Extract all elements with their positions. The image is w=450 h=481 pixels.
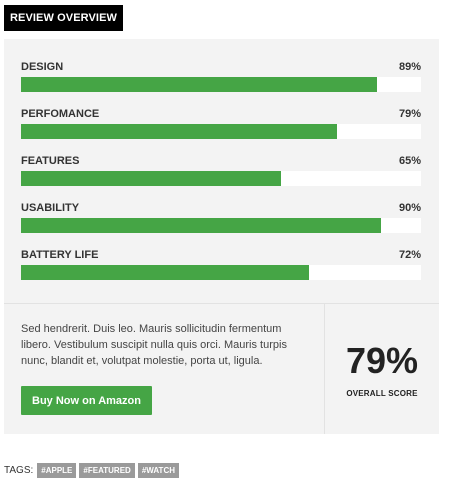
panel-divider-horizontal — [4, 303, 439, 304]
criterion-label: USABILITY — [21, 202, 80, 214]
criterion-score: 65% — [398, 155, 421, 167]
criterion-performance: PERFOMANCE 79% — [21, 106, 421, 153]
review-overview-title: REVIEW OVERVIEW — [9, 12, 118, 24]
review-overview-header: REVIEW OVERVIEW — [4, 5, 123, 31]
criterion-score: 90% — [398, 202, 421, 214]
criterion-usability: USABILITY 90% — [21, 200, 421, 247]
criterion-features: FEATURES 65% — [21, 153, 421, 200]
score-bar-fill — [21, 171, 281, 186]
buy-now-amazon-button[interactable]: Buy Now on Amazon — [21, 386, 152, 415]
score-bar-track — [21, 218, 421, 233]
criterion-score: 89% — [398, 61, 421, 73]
score-bar-track — [21, 124, 421, 139]
panel-divider-vertical — [324, 304, 325, 434]
tag-featured[interactable]: #FEATURED — [79, 462, 135, 478]
overall-score-box: 79% OVERALL SCORE — [325, 304, 439, 434]
score-bar-fill — [21, 218, 381, 233]
criterion-label: BATTERY LIFE — [21, 249, 99, 261]
overall-score-value: 79% — [345, 339, 419, 381]
score-bar-track — [21, 77, 421, 92]
review-panel: DESIGN 89% PERFOMANCE 79% FEATURES 65% — [4, 39, 439, 434]
overall-score-label: OVERALL SCORE — [346, 388, 418, 398]
criteria-list: DESIGN 89% PERFOMANCE 79% FEATURES 65% — [21, 59, 421, 294]
criterion-battery-life: BATTERY LIFE 72% — [21, 247, 421, 294]
tags-row: TAGS: #APPLE #FEATURED #WATCH — [4, 462, 182, 478]
score-bar-track — [21, 171, 421, 186]
score-bar-fill — [21, 265, 309, 280]
criterion-design: DESIGN 89% — [21, 59, 421, 106]
criterion-score: 79% — [398, 108, 421, 120]
criterion-score: 72% — [398, 249, 421, 261]
tags-label: TAGS: — [4, 464, 34, 476]
score-bar-fill — [21, 124, 337, 139]
score-bar-track — [21, 265, 421, 280]
criterion-label: FEATURES — [21, 155, 80, 167]
tag-apple[interactable]: #APPLE — [37, 462, 77, 478]
score-bar-fill — [21, 77, 377, 92]
review-summary-text: Sed hendrerit. Duis leo. Mauris sollicit… — [21, 323, 287, 367]
tag-watch[interactable]: #WATCH — [137, 462, 179, 478]
criterion-label: DESIGN — [21, 61, 64, 73]
criterion-label: PERFOMANCE — [21, 108, 100, 120]
